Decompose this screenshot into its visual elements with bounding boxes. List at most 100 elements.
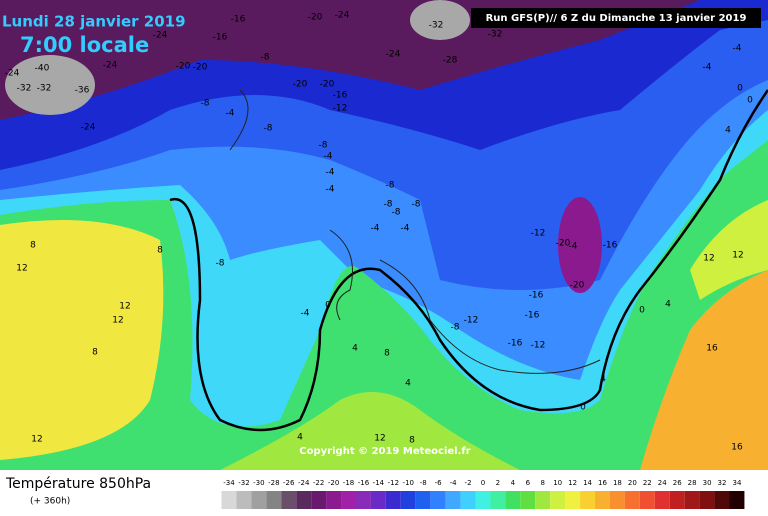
scale-cell [445,491,461,509]
scale-label: 20 [628,479,637,487]
scale-label: -12 [388,479,399,487]
scale-label: 2 [496,479,500,487]
scale-label: -32 [238,479,249,487]
contour-label: -8 [264,124,273,134]
contour-label: 4 [405,379,411,389]
contour-label: -24 [5,69,20,79]
scale-label: 30 [703,479,712,487]
contour-label: -32 [17,84,32,94]
scale-label: 28 [688,479,697,487]
contour-label: -20 [320,80,335,90]
scale-label: -16 [358,479,370,487]
scale-label: 22 [643,479,652,487]
contour-label: -8 [319,141,328,151]
contour-label: -4 [401,224,410,234]
contour-label: 12 [732,251,743,261]
contour-label: -20 [570,281,585,291]
contour-label: 0 [737,84,743,94]
run-box [471,8,761,28]
run-info: Run GFS(P)// 6 Z du Dimanche 13 janvier … [486,13,747,24]
contour-label: -16 [525,311,540,321]
contour-label: -4 [371,224,380,234]
contour-label: -8 [201,99,210,109]
map: Run GFS(P)// 6 Z du Dimanche 13 janvier … [0,0,768,470]
scale-label: 26 [673,479,682,487]
scale-label: -10 [403,479,414,487]
contour-label: -4 [301,309,310,319]
scale-label: 18 [613,479,622,487]
contour-label: -8 [216,259,225,269]
contour-label: 4 [297,433,303,443]
contour-label: -16 [508,339,523,349]
contour-label: -24 [81,123,96,133]
cold-core-north [410,0,470,40]
contour-label: 4 [725,126,731,136]
scale-cell [341,491,356,509]
scale-cell [609,491,625,509]
zone-warm [690,200,768,300]
scale-cell [370,491,386,509]
contour-label: 8 [384,349,390,359]
zone-yellow [0,220,164,460]
contour-label: -12 [464,316,479,326]
scale-cell [221,491,237,509]
contour-label: -24 [153,31,168,41]
scale-cell [415,491,431,509]
contour-label: -12 [531,229,546,239]
contour-label: -12 [333,104,348,114]
legend-subtitle: (+ 360h) [30,497,70,507]
contour-label: -20 [293,80,308,90]
scale-label: 0 [481,479,485,487]
scale-cell [624,491,640,509]
contour-label: -32 [488,30,503,40]
contour-label: -4 [326,168,335,178]
contour-label: 0 [325,301,331,311]
contour-label: -4 [324,152,333,162]
contour-label: -8 [412,200,421,210]
scale-cell [595,491,610,509]
scale-label: -4 [450,479,458,487]
scale-cell [669,491,685,509]
contour-label: 4 [600,375,606,385]
contour-label: -8 [392,208,401,218]
contour-label: 12 [119,302,130,312]
contour-label: 12 [31,435,42,445]
contour-label: 8 [409,436,415,446]
scale-cell [520,491,536,509]
contour-label: 0 [639,306,645,316]
contour-label: -8 [261,53,270,63]
contour-label: -16 [231,15,246,25]
scale-label: 8 [541,479,545,487]
contour-label: -36 [75,86,90,96]
scale-label: -30 [253,479,264,487]
contour-label: 16 [731,443,743,453]
scale-label: -18 [343,479,354,487]
cold-core-west [5,55,95,115]
scale-cell [684,491,700,509]
scale-cell [281,491,297,509]
contour-label: -8 [451,323,460,333]
scale-cell [355,491,371,509]
scale-cell [535,491,551,509]
scale-label: 12 [568,479,577,487]
scale-label: -24 [298,479,310,487]
contour-label: -4 [326,185,335,195]
contour-label: -4 [569,242,578,252]
scale-label: -22 [313,479,324,487]
scale-cell [296,491,312,509]
scale-cell [236,491,252,509]
time: 7:00 locale [20,33,149,57]
scale-label: 16 [598,479,607,487]
contour-label: -12 [531,341,546,351]
zone-orange [640,270,768,470]
scale-cell [550,491,566,509]
contour-label: 12 [112,316,123,326]
contour-label: -20 [556,239,571,249]
legend-title: Température 850hPa [5,476,151,492]
zone-green [0,140,768,470]
contour-label: -16 [603,241,618,251]
cold-core [558,197,602,293]
contour-label: -4 [226,109,235,119]
scale-cell [654,491,670,509]
